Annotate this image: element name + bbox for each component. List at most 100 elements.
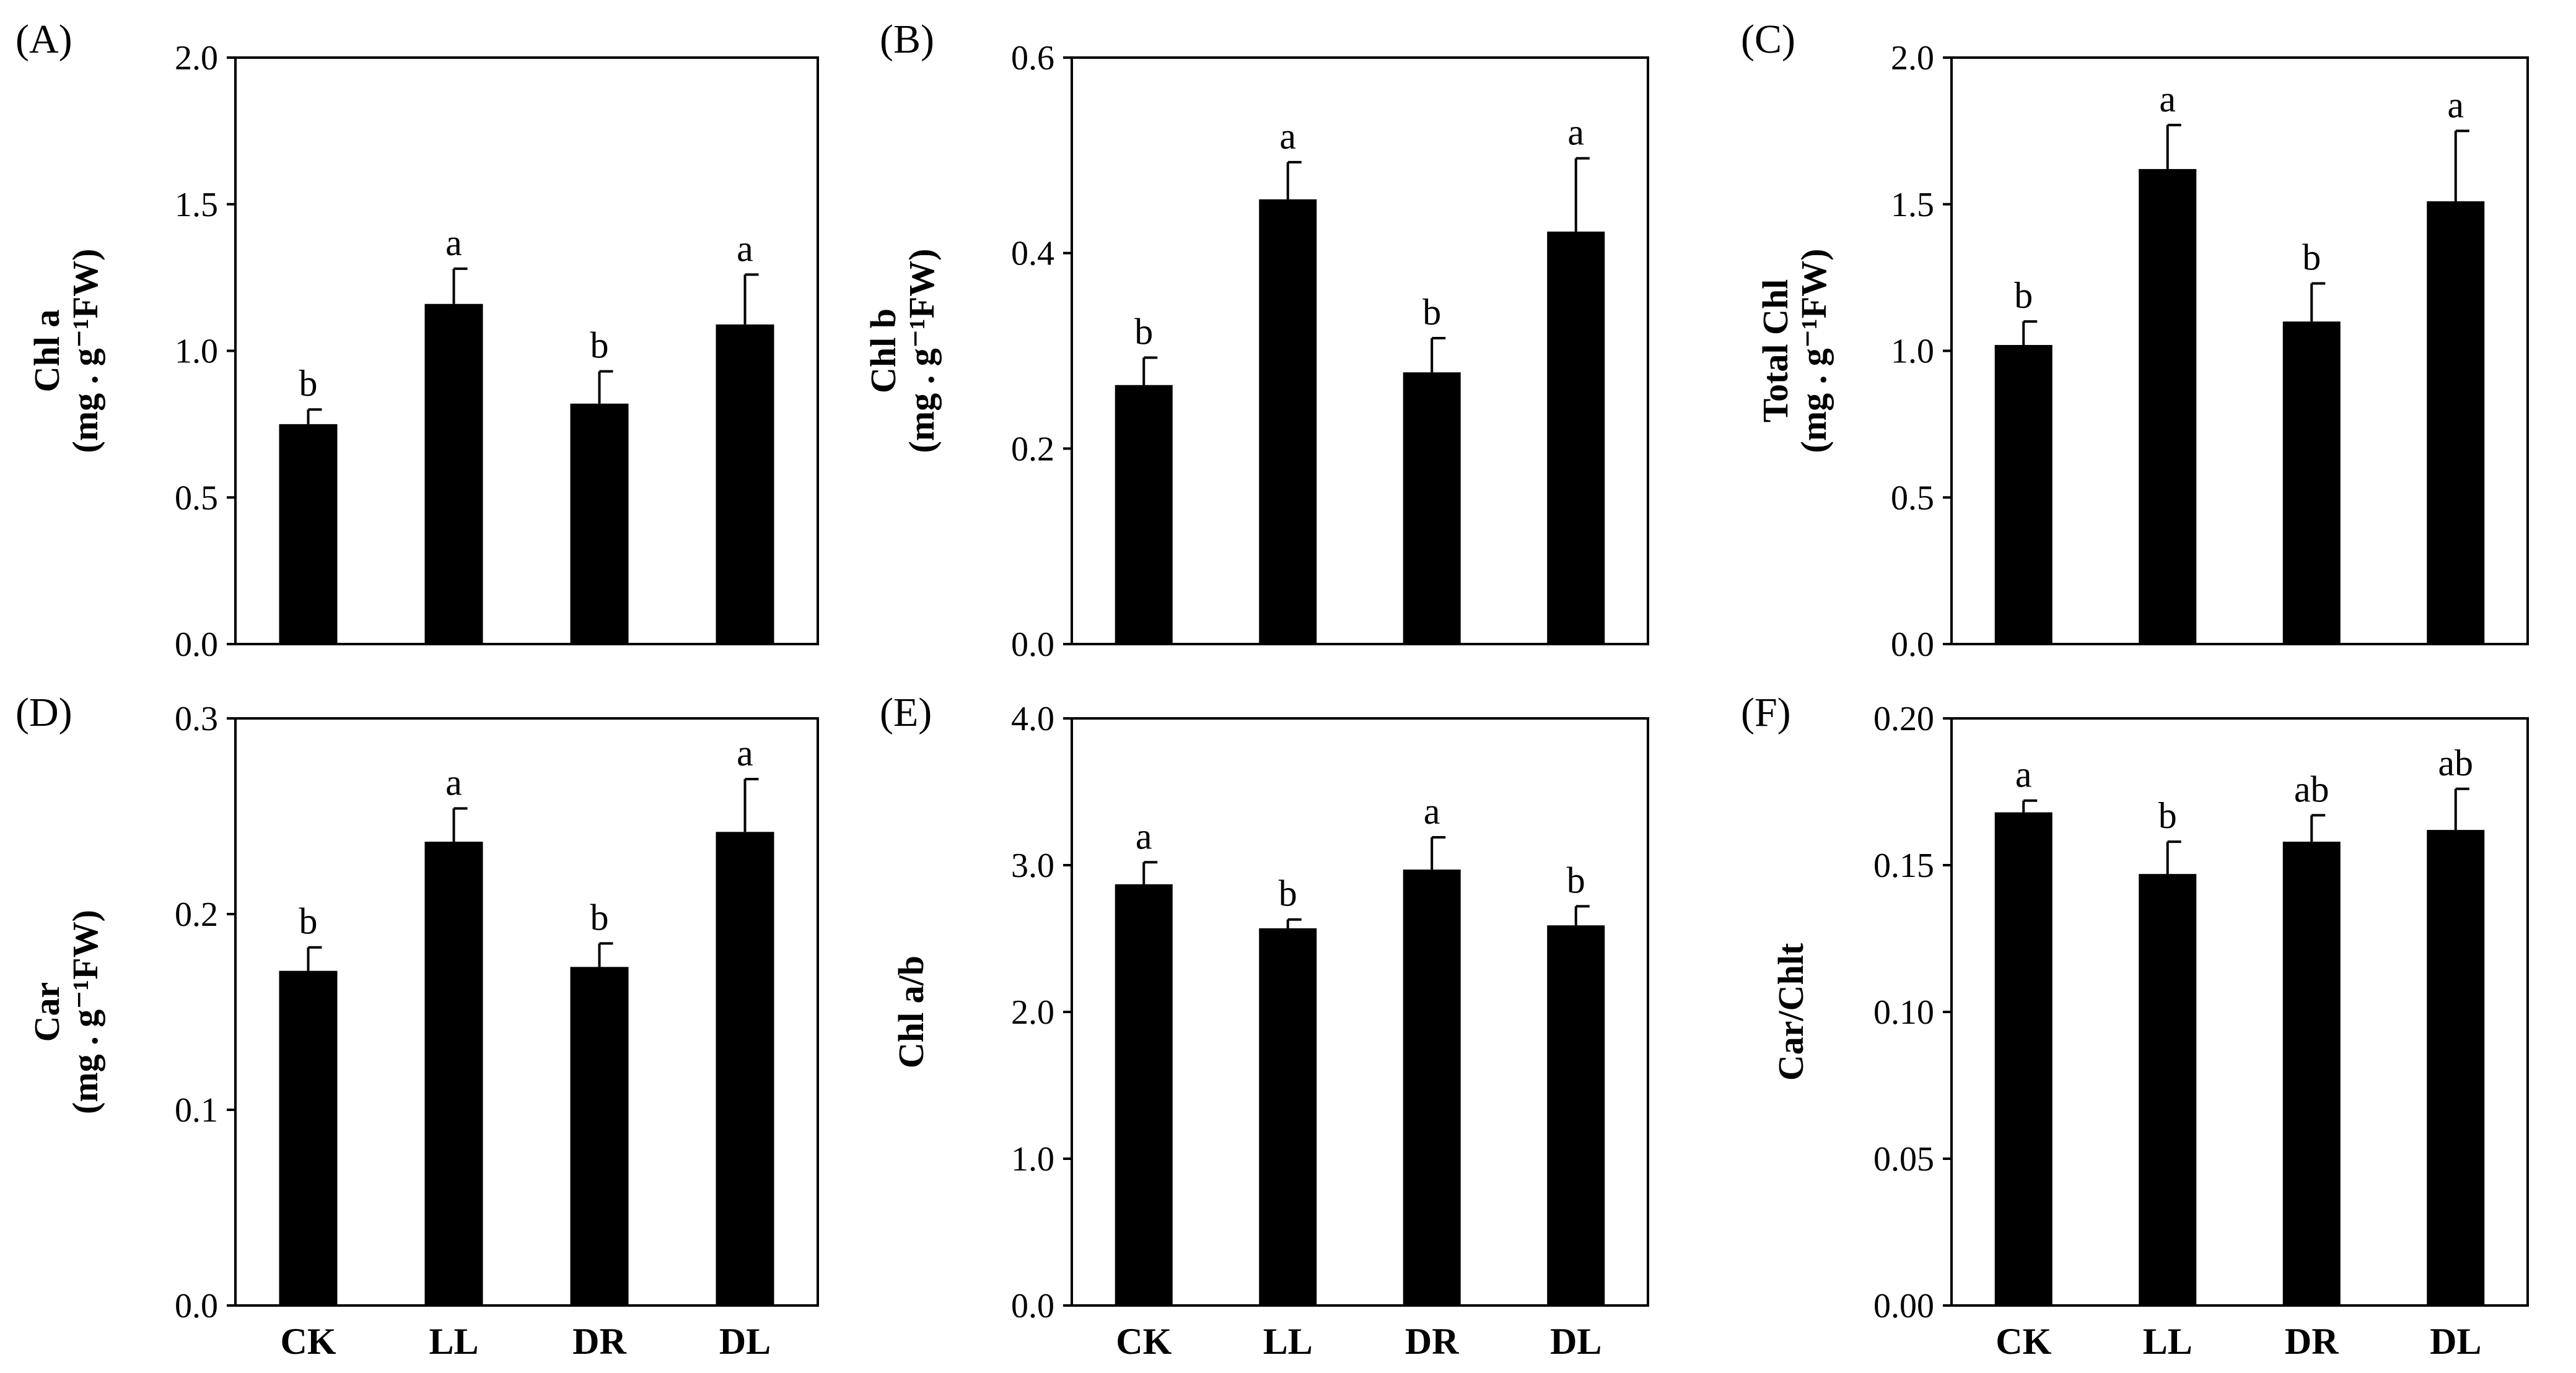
y-tick-label: 0.3 [175, 700, 218, 738]
bar-ll [424, 303, 483, 644]
y-tick-label: 0.0 [175, 625, 218, 664]
y-tick-label: 4.0 [1011, 700, 1054, 738]
y-tick-label: 1.0 [175, 333, 218, 371]
bar-dl [716, 832, 774, 1305]
significance-letter: a [1279, 116, 1296, 157]
y-tick-label: 2.0 [175, 39, 218, 77]
y-tick-label: 0.0 [175, 1287, 218, 1325]
category-label: DR [2285, 1321, 2339, 1362]
category-label: DL [719, 1321, 771, 1362]
bar-dr [1403, 870, 1461, 1305]
significance-letter: a [2447, 84, 2464, 125]
category-label: CK [1996, 1321, 2051, 1362]
bar-dl [1547, 925, 1605, 1305]
y-tick-label: 0.2 [1011, 430, 1054, 468]
significance-letter: b [2158, 795, 2177, 836]
y-axis-title: Car [27, 982, 67, 1042]
category-label: DR [572, 1321, 626, 1362]
panel-label: (F) [1741, 690, 1791, 735]
y-axis-title: Total Chl [1755, 279, 1795, 423]
y-tick-label: 0.15 [1873, 847, 1934, 885]
significance-letter: b [299, 901, 318, 942]
significance-letter: b [299, 363, 318, 404]
y-tick-label: 0.0 [1011, 625, 1054, 664]
bar-ck [279, 970, 338, 1305]
category-label: DL [1550, 1321, 1601, 1362]
y-tick-label: 0.10 [1873, 993, 1934, 1032]
y-axis-title: Chl b [863, 308, 903, 393]
y-tick-label: 0.00 [1873, 1287, 1934, 1325]
significance-letter: a [1567, 112, 1584, 153]
y-tick-label: 0.5 [175, 479, 218, 517]
category-label: LL [429, 1321, 478, 1362]
bar-dl [1547, 231, 1605, 644]
y-tick-label: 0.6 [1011, 39, 1054, 77]
significance-letter: a [1136, 816, 1152, 856]
y-axis-title: Chl a [27, 310, 67, 393]
significance-letter: a [2015, 754, 2032, 795]
category-label: DL [2430, 1321, 2481, 1362]
chart-panel-c: (C) 0.0 0.5 1.0 1.5 2.0 Total Chl(mg . g⁻¹FW) b… [1741, 17, 2529, 664]
plot-frame [1071, 56, 1649, 645]
bar-dr [570, 967, 629, 1305]
significance-letter: b [1422, 292, 1441, 333]
significance-letter: a [2159, 79, 2176, 120]
y-tick-label: 2.0 [1011, 993, 1054, 1032]
y-axis-title: Chl a/b [891, 956, 931, 1068]
bar-dr [2282, 842, 2341, 1305]
chart-panel-a: (A) 0.0 0.5 1.0 1.5 2.0 Chl a(mg . g⁻¹FW) b a b a [15, 17, 819, 664]
significance-letter: a [1424, 791, 1440, 832]
y-tick-label: 0.2 [175, 896, 218, 934]
y-tick-label: 0.1 [175, 1091, 218, 1130]
y-tick-label: 0.0 [1891, 625, 1934, 664]
bar-ll [2139, 168, 2197, 644]
significance-letter: ab [2438, 743, 2473, 783]
bar-ck [279, 424, 338, 644]
plot-frame [234, 717, 819, 1307]
significance-letter: b [2014, 275, 2033, 316]
panel-label: (E) [880, 690, 932, 735]
significance-letter: a [445, 222, 462, 263]
significance-letter: b [590, 325, 609, 366]
significance-letter: a [445, 762, 462, 803]
y-tick-label: 0.20 [1873, 700, 1934, 738]
bar-ll [1259, 199, 1317, 644]
y-tick-label: 2.0 [1891, 39, 1934, 77]
y-tick-label: 1.0 [1011, 1140, 1054, 1179]
category-label: DR [1405, 1321, 1459, 1362]
y-tick-label: 0.4 [1011, 235, 1054, 273]
bar-dr [570, 403, 629, 644]
y-tick-label: 1.5 [175, 186, 218, 224]
y-tick-label: 1.0 [1891, 333, 1934, 371]
category-label: CK [281, 1321, 336, 1362]
y-tick-label: 0.05 [1873, 1140, 1934, 1179]
bar-ll [2139, 874, 2197, 1305]
chart-panel-b: (B) 0.0 0.2 0.4 0.6 Chl b(mg . g⁻¹FW) b a b a [863, 17, 1649, 664]
bar-ck [1115, 884, 1173, 1305]
y-tick-label: 1.5 [1891, 186, 1934, 224]
chart-panel-e: (E) 0.0 1.0 2.0 3.0 4.0 Chl a/b a CK b LL a DR b DL [880, 690, 1649, 1362]
y-tick-label: 0.0 [1011, 1287, 1054, 1325]
category-label: CK [1116, 1321, 1172, 1362]
significance-letter: b [1279, 873, 1297, 914]
bar-ll [1259, 928, 1317, 1305]
bar-ck [1994, 345, 2052, 644]
panel-label: (A) [15, 17, 72, 62]
significance-letter: a [737, 228, 753, 269]
y-axis-title: (mg . g⁻¹FW) [65, 910, 105, 1114]
significance-letter: ab [2294, 769, 2329, 809]
y-tick-label: 0.5 [1891, 479, 1934, 517]
bar-dr [1403, 372, 1461, 644]
category-label: LL [2143, 1321, 2193, 1362]
bar-dl [716, 324, 774, 644]
bar-dl [2427, 201, 2485, 644]
panel-label: (B) [880, 17, 934, 62]
chart-panel-d: (D) 0.0 0.1 0.2 0.3 Car(mg . g⁻¹FW) b CK a LL b DR a… [15, 690, 819, 1362]
y-tick-label: 3.0 [1011, 847, 1054, 885]
y-axis-title: (mg . g⁻¹FW) [1794, 249, 1834, 453]
category-label: LL [1263, 1321, 1313, 1362]
chart-panel-f: (F) 0.00 0.05 0.10 0.15 0.20 Car/Chlt a CK b LL ab D… [1741, 690, 2529, 1362]
y-axis-title: (mg . g⁻¹FW) [65, 249, 105, 453]
significance-letter: b [590, 897, 609, 938]
